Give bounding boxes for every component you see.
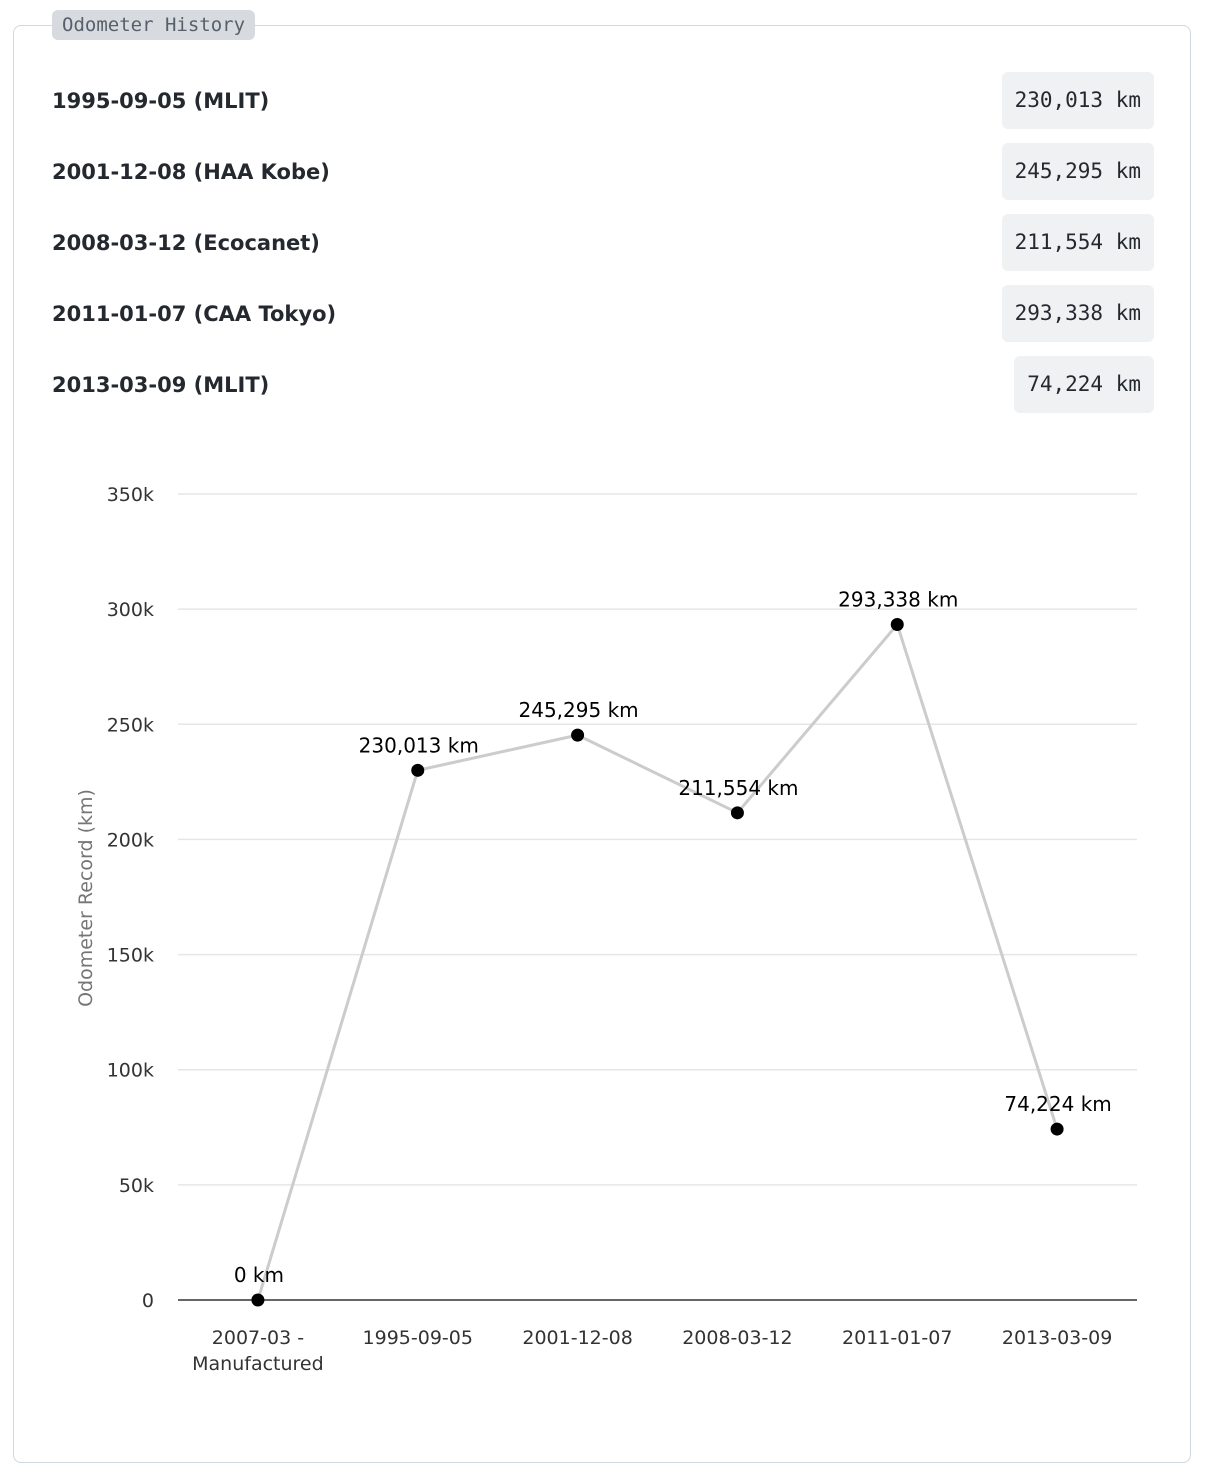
odometer-chart: 0 50k 100k 150k 200k 250k 300k 350k Odometer Rec… (0, 440, 1210, 1420)
data-point (730, 806, 744, 820)
record-label: 1995-09-05 (MLIT) (52, 88, 270, 113)
y-tick-label: 350k (107, 484, 154, 506)
odometer-record-list: 1995-09-05 (MLIT) 230,013 km 2001-12-08 … (52, 72, 1154, 427)
x-tick-label: 2008-03-12 (682, 1327, 792, 1349)
record-row: 2013-03-09 (MLIT) 74,224 km (52, 356, 1154, 413)
y-tick-label: 200k (107, 829, 154, 851)
odometer-line-chart: 0 50k 100k 150k 200k 250k 300k 350k Odometer Rec… (75, 484, 1137, 1375)
series-line (256, 621, 1059, 1301)
record-label: 2011-01-07 (CAA Tokyo) (52, 301, 337, 326)
data-point (1050, 1122, 1064, 1136)
data-label: 230,013 km (359, 733, 479, 757)
y-tick-label: 50k (119, 1175, 154, 1197)
record-value: 74,224 km (1014, 356, 1154, 413)
x-tick-label: Manufactured (192, 1353, 324, 1375)
y-tick-label: 0 (142, 1290, 154, 1312)
data-point (251, 1293, 265, 1307)
y-tick-label: 100k (107, 1060, 154, 1082)
y-axis-title: Odometer Record (km) (75, 789, 97, 1007)
record-row: 1995-09-05 (MLIT) 230,013 km (52, 72, 1154, 129)
data-label: 211,554 km (678, 776, 798, 800)
record-label: 2001-12-08 (HAA Kobe) (52, 159, 330, 184)
x-tick-label: 2013-03-09 (1002, 1327, 1112, 1349)
record-row: 2011-01-07 (CAA Tokyo) 293,338 km (52, 285, 1154, 342)
data-label: 0 km (234, 1263, 284, 1287)
data-label: 245,295 km (519, 698, 639, 722)
data-point (411, 763, 425, 777)
data-label: 74,224 km (1004, 1092, 1111, 1116)
record-row: 2008-03-12 (Ecocanet) 211,554 km (52, 214, 1154, 271)
record-label: 2013-03-09 (MLIT) (52, 372, 270, 397)
x-tick-label: 2001-12-08 (522, 1327, 632, 1349)
x-tick-label: 2007-03 - (212, 1327, 304, 1349)
record-value: 211,554 km (1001, 214, 1154, 271)
y-tick-label: 300k (107, 599, 154, 621)
x-tick-label: 2011-01-07 (842, 1327, 952, 1349)
y-tick-label: 150k (107, 945, 154, 967)
record-label: 2008-03-12 (Ecocanet) (52, 230, 320, 255)
record-row: 2001-12-08 (HAA Kobe) 245,295 km (52, 143, 1154, 200)
data-label: 293,338 km (838, 587, 958, 611)
odometer-history-panel (13, 25, 1191, 1463)
y-tick-label: 250k (107, 714, 154, 736)
record-value: 293,338 km (1001, 285, 1154, 342)
x-tick-label: 1995-09-05 (363, 1327, 473, 1349)
section-title: Odometer History (52, 10, 256, 40)
record-value: 230,013 km (1001, 72, 1154, 129)
data-point (890, 617, 904, 631)
record-value: 245,295 km (1001, 143, 1154, 200)
data-point (571, 728, 585, 742)
